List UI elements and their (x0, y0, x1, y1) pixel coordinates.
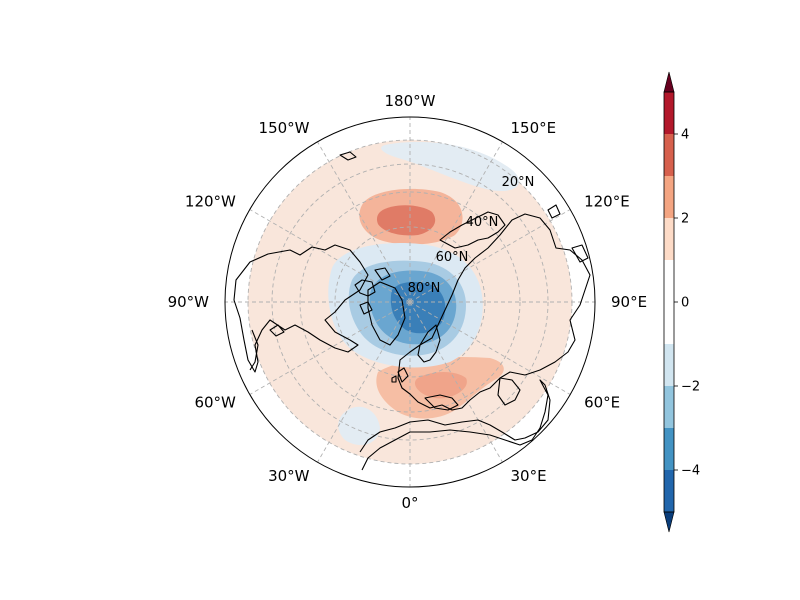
colorbar-segment (664, 428, 674, 470)
latitude-label: 60°N (436, 250, 469, 265)
longitude-label: 90°W (168, 293, 210, 311)
latitude-labels: 20°N 40°N 60°N 80°N (408, 175, 535, 296)
coastline-greenland (367, 281, 406, 346)
longitude-label: 30°W (268, 467, 310, 485)
coastline-scandinavia (417, 324, 441, 363)
colorbar-segment (664, 260, 674, 344)
colorbar-tick-label: −2 (681, 380, 700, 395)
colorbar-segment (664, 176, 674, 218)
longitude-label: 0° (401, 494, 418, 512)
colorbar-tick-label: 2 (681, 212, 689, 227)
coastline-mediterranean (424, 394, 459, 411)
longitude-labels: 180°W 150°W 120°W 90°W 60°W 30°W 0° 30°E 60°E 90°… (168, 92, 648, 512)
meridian-line (409, 209, 571, 303)
colorbar-segment (664, 92, 674, 134)
colorbar-segment (664, 218, 674, 260)
meridian-line (249, 209, 411, 303)
meridian-line (317, 301, 411, 463)
longitude-label: 150°E (511, 119, 557, 137)
colorbar-segment (664, 134, 674, 176)
coastline-british-isles (391, 367, 409, 383)
meridian-line (409, 301, 571, 395)
colorbar-segment (664, 344, 674, 386)
longitude-label: 180°W (385, 92, 436, 110)
map-panel: 180°W 150°W 120°W 90°W 60°W 30°W 0° 30°E 60°E 90°… (168, 92, 648, 512)
latitude-circle-40 (271, 163, 549, 441)
coastline-japan (547, 204, 561, 219)
colorbar-ticks: 4 2 0 −2 −4 (674, 128, 700, 479)
map-boundary (224, 116, 596, 488)
coastline-caribbean (269, 324, 285, 337)
meridian-line (409, 141, 503, 303)
coastline-north-america (233, 244, 369, 373)
colorbar-segment (664, 386, 674, 428)
longitude-label: 150°W (259, 119, 310, 137)
coastlines (233, 151, 591, 471)
longitude-label: 90°E (611, 293, 647, 311)
latitude-label: 20°N (502, 175, 535, 190)
meridian-line (249, 301, 411, 395)
colorbar-tick-label: 0 (681, 296, 689, 311)
bering-negative-region (381, 141, 520, 191)
colorbar-segment (664, 470, 674, 512)
coastline-beringia (439, 211, 506, 249)
colorbar-tick-label: 4 (681, 128, 689, 143)
graticule (225, 117, 595, 487)
colorbar: 4 2 0 −2 −4 (663, 71, 700, 533)
atlantic-negative-region (338, 406, 380, 446)
colorbar-tick-label: −4 (681, 464, 700, 479)
longitude-label: 120°W (185, 193, 236, 211)
north-pacific-positive-core (376, 205, 436, 236)
meridian-line (317, 141, 411, 303)
europe-positive-core (414, 372, 467, 399)
colorbar-extend-min (663, 511, 675, 533)
coastline-aleutian (339, 151, 357, 161)
longitude-label: 60°W (194, 394, 236, 412)
longitude-label: 60°E (584, 394, 620, 412)
latitude-label: 40°N (466, 215, 499, 230)
colorbar-segments (663, 71, 675, 533)
longitude-label: 120°E (584, 193, 630, 211)
longitude-label: 30°E (511, 467, 547, 485)
coastline-africa (359, 379, 551, 471)
coastline-baja (249, 329, 259, 371)
coastline-arctic-islands (354, 267, 391, 315)
colorbar-extend-max (663, 71, 675, 93)
coastline-east-asia-edge (571, 244, 589, 263)
coastline-middle-east (497, 377, 521, 406)
latitude-label: 80°N (408, 281, 441, 296)
meridians (225, 117, 595, 487)
meridian-line (409, 301, 503, 463)
latitude-circle-70 (334, 226, 486, 378)
latitude-circle-60 (299, 191, 521, 413)
